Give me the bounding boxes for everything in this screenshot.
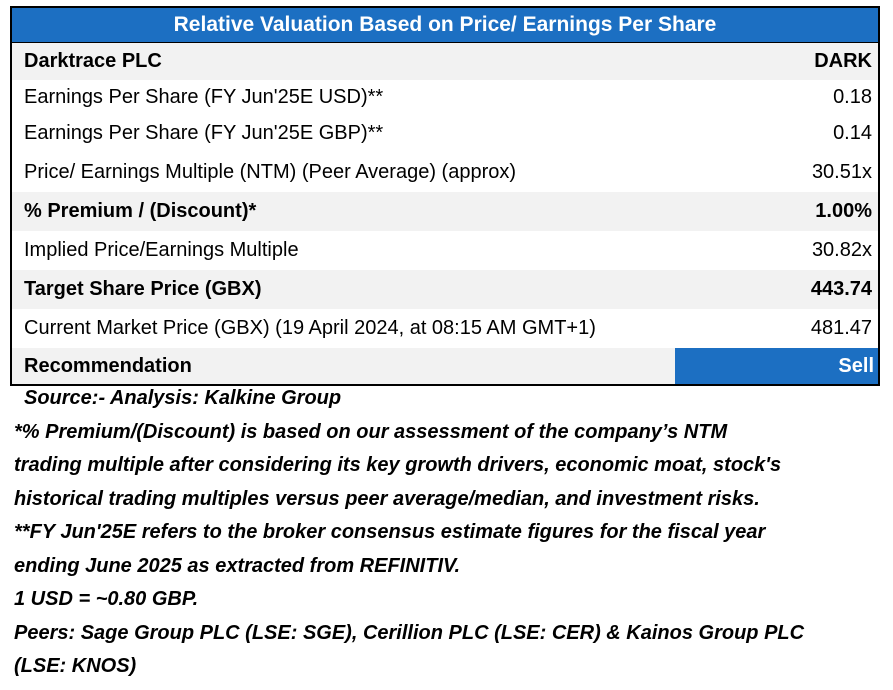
row-label: Earnings Per Share (FY Jun'25E USD)**: [24, 86, 384, 108]
row-value: DARK: [814, 50, 872, 72]
row-label: % Premium / (Discount)*: [24, 200, 257, 222]
table-row-pe-multiple: Price/ Earnings Multiple (NTM) (Peer Ave…: [12, 152, 878, 192]
note-line: historical trading multiples versus peer…: [14, 487, 760, 510]
row-label: Price/ Earnings Multiple (NTM) (Peer Ave…: [24, 160, 517, 183]
table-row-current-price: Current Market Price (GBX) (19 April 202…: [12, 309, 878, 348]
table-row-implied-pe: Implied Price/Earnings Multiple 30.82x: [12, 231, 878, 270]
row-label: Recommendation: [24, 354, 192, 377]
table-row-company: Darktrace PLC DARK: [12, 43, 878, 80]
row-label: Earnings Per Share (FY Jun'25E GBP)**: [24, 122, 384, 144]
table-row-premium: % Premium / (Discount)* 1.00%: [12, 192, 878, 231]
note-line: 1 USD = ~0.80 GBP.: [14, 588, 199, 610]
row-value: 0.14: [833, 122, 872, 144]
note-line: ending June 2025 as extracted from REFIN…: [14, 554, 461, 577]
row-value: 443.74: [810, 278, 872, 300]
note-line: (LSE: KNOS): [14, 655, 137, 677]
note-line: trading multiple after considering its k…: [14, 454, 782, 476]
row-label: Current Market Price (GBX) (19 April 202…: [24, 317, 596, 339]
row-value: 1.00%: [815, 200, 872, 222]
recommendation-badge: Sell: [675, 348, 878, 384]
table-row-eps-usd: Earnings Per Share (FY Jun'25E USD)** 0.…: [12, 80, 878, 115]
note-line: Peers: Sage Group PLC (LSE: SGE), Cerill…: [14, 621, 805, 644]
row-value: 30.51x: [811, 160, 872, 183]
row-value: 0.18: [833, 86, 872, 108]
valuation-table: Relative Valuation Based on Price/ Earni…: [10, 6, 880, 386]
row-label: Target Share Price (GBX): [24, 278, 262, 300]
table-row-target-price: Target Share Price (GBX) 443.74: [12, 270, 878, 309]
row-label: Darktrace PLC: [24, 50, 162, 72]
note-line: **FY Jun'25E refers to the broker consen…: [14, 521, 766, 543]
note-line: *% Premium/(Discount) is based on our as…: [14, 420, 728, 443]
notes-section: Source:- Analysis: Kalkine Group *% Prem…: [14, 382, 884, 684]
table-title: Relative Valuation Based on Price/ Earni…: [12, 8, 878, 43]
row-value: 481.47: [810, 317, 872, 339]
row-value: 30.82x: [811, 239, 872, 261]
row-label: Implied Price/Earnings Multiple: [24, 239, 299, 261]
table-row-eps-gbp: Earnings Per Share (FY Jun'25E GBP)** 0.…: [12, 115, 878, 152]
source-note: Source:- Analysis: Kalkine Group: [24, 387, 342, 409]
table-row-recommendation: Recommendation Sell: [12, 348, 878, 384]
